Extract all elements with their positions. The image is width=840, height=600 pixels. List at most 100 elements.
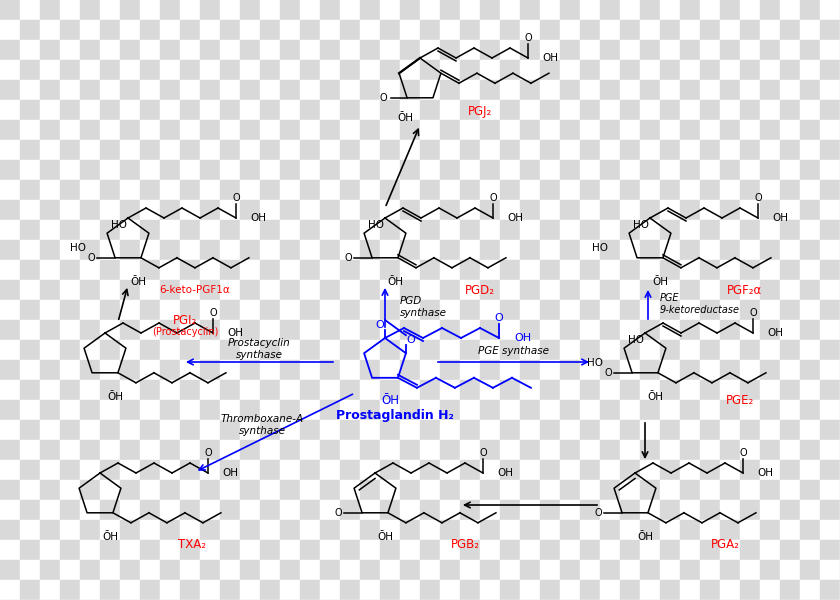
Bar [500, 220, 520, 240]
Bar [660, 400, 680, 420]
Bar [320, 560, 340, 580]
Bar [520, 100, 540, 120]
Bar [700, 0, 720, 20]
Bar [740, 240, 760, 260]
Bar [340, 60, 360, 80]
Bar [340, 0, 360, 20]
Bar [200, 320, 220, 340]
Bar [160, 0, 180, 20]
Bar [560, 380, 580, 400]
Bar [820, 280, 840, 300]
Bar [60, 540, 80, 560]
Bar [220, 100, 240, 120]
Bar [180, 340, 200, 360]
Bar [320, 60, 340, 80]
Bar [40, 400, 60, 420]
Bar [780, 560, 800, 580]
Bar [280, 60, 300, 80]
Bar [300, 300, 320, 320]
Bar [760, 120, 780, 140]
Bar [140, 380, 160, 400]
Bar [40, 260, 60, 280]
Bar [360, 180, 380, 200]
Bar [820, 260, 840, 280]
Bar [260, 520, 280, 540]
Bar [180, 180, 200, 200]
Bar [800, 100, 820, 120]
Bar [220, 80, 240, 100]
Bar [440, 260, 460, 280]
Bar [40, 280, 60, 300]
Bar [380, 440, 400, 460]
Text: ŌH: ŌH [381, 394, 399, 407]
Bar [100, 420, 120, 440]
Bar [380, 560, 400, 580]
Bar [180, 160, 200, 180]
Bar [640, 0, 660, 20]
Text: O: O [749, 308, 757, 318]
Bar [240, 40, 260, 60]
Bar [400, 40, 420, 60]
Bar [400, 400, 420, 420]
Bar [560, 140, 580, 160]
Bar [660, 240, 680, 260]
Bar [540, 380, 560, 400]
Bar [740, 400, 760, 420]
Bar [800, 120, 820, 140]
Text: OH: OH [757, 468, 773, 478]
Bar [460, 420, 480, 440]
Bar [440, 300, 460, 320]
Bar [60, 100, 80, 120]
Bar [720, 120, 740, 140]
Bar [580, 100, 600, 120]
Bar [820, 560, 840, 580]
Text: TXA₂: TXA₂ [178, 539, 206, 551]
Bar [500, 480, 520, 500]
Bar [760, 180, 780, 200]
Bar [260, 460, 280, 480]
Bar [780, 480, 800, 500]
Bar [760, 460, 780, 480]
Bar [580, 540, 600, 560]
Bar [400, 560, 420, 580]
Bar [360, 440, 380, 460]
Bar [300, 320, 320, 340]
Bar [420, 100, 440, 120]
Bar [300, 0, 320, 20]
Bar [660, 540, 680, 560]
Bar [140, 20, 160, 40]
Bar [260, 20, 280, 40]
Bar [420, 420, 440, 440]
Bar [400, 440, 420, 460]
Bar [680, 0, 700, 20]
Bar [340, 40, 360, 60]
Bar [420, 560, 440, 580]
Bar [240, 280, 260, 300]
Bar [420, 60, 440, 80]
Bar [820, 360, 840, 380]
Bar [220, 500, 240, 520]
Bar [620, 200, 640, 220]
Bar [540, 340, 560, 360]
Text: ŌH: ŌH [130, 277, 146, 287]
Bar [680, 580, 700, 600]
Bar [220, 180, 240, 200]
Bar [480, 580, 500, 600]
Bar [0, 280, 20, 300]
Bar [320, 120, 340, 140]
Bar [100, 280, 120, 300]
Bar [580, 80, 600, 100]
Bar [160, 60, 180, 80]
Bar [280, 420, 300, 440]
Bar [260, 180, 280, 200]
Bar [500, 100, 520, 120]
Bar [820, 180, 840, 200]
Bar [60, 420, 80, 440]
Bar [340, 140, 360, 160]
Bar [160, 40, 180, 60]
Bar [40, 480, 60, 500]
Bar [620, 400, 640, 420]
Bar [200, 420, 220, 440]
Bar [300, 520, 320, 540]
Bar [780, 200, 800, 220]
